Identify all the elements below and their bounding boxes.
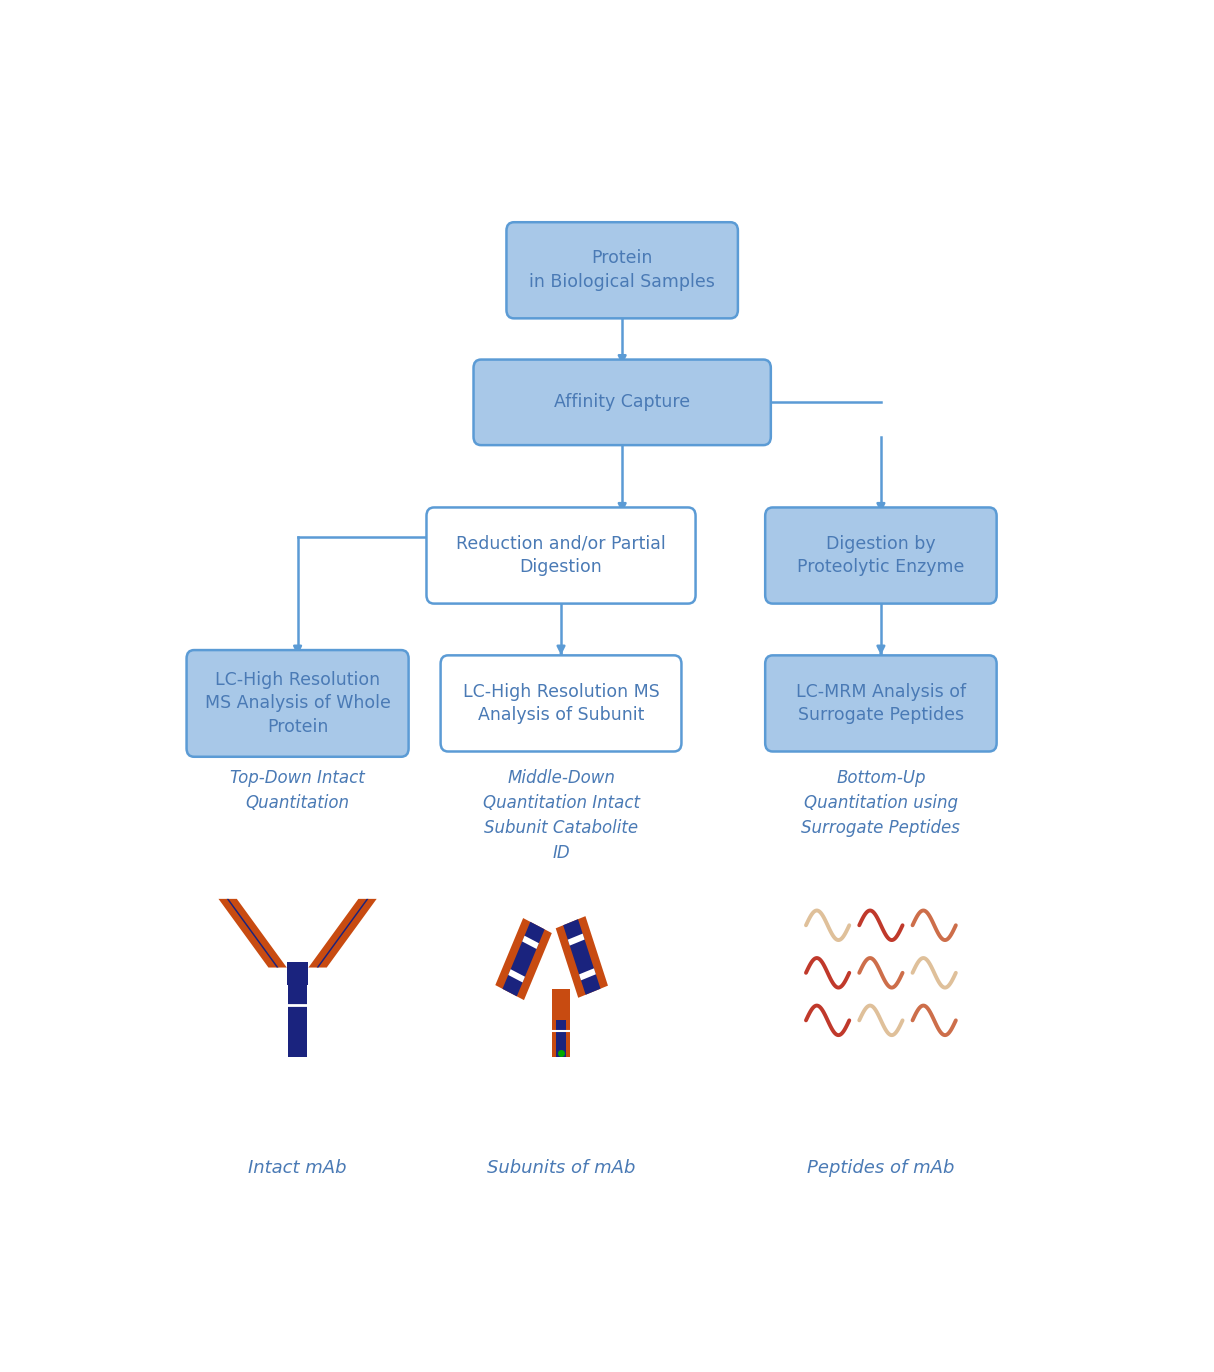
Text: Top-Down Intact
Quantitation: Top-Down Intact Quantitation — [231, 768, 365, 812]
Polygon shape — [495, 918, 552, 1000]
FancyBboxPatch shape — [289, 984, 307, 1058]
Polygon shape — [522, 936, 539, 949]
Polygon shape — [317, 899, 368, 967]
FancyBboxPatch shape — [187, 650, 409, 757]
Polygon shape — [509, 969, 524, 982]
Text: Reduction and/or Partial
Digestion: Reduction and/or Partial Digestion — [456, 535, 666, 576]
FancyBboxPatch shape — [441, 656, 681, 752]
Text: LC-High Resolution
MS Analysis of Whole
Protein: LC-High Resolution MS Analysis of Whole … — [205, 671, 391, 735]
Polygon shape — [219, 899, 287, 967]
Text: Bottom-Up
Quantitation using
Surrogate Peptides: Bottom-Up Quantitation using Surrogate P… — [801, 768, 960, 837]
Text: Intact mAb: Intact mAb — [249, 1159, 347, 1177]
FancyBboxPatch shape — [473, 359, 771, 445]
FancyBboxPatch shape — [765, 508, 997, 604]
Polygon shape — [503, 922, 545, 996]
FancyBboxPatch shape — [426, 508, 696, 604]
FancyBboxPatch shape — [556, 1019, 566, 1058]
Text: Protein
in Biological Samples: Protein in Biological Samples — [529, 250, 715, 291]
FancyBboxPatch shape — [287, 962, 308, 985]
Text: Subunits of mAb: Subunits of mAb — [487, 1159, 635, 1177]
Text: Affinity Capture: Affinity Capture — [554, 394, 691, 412]
Text: LC-High Resolution MS
Analysis of Subunit: LC-High Resolution MS Analysis of Subuni… — [463, 683, 659, 724]
Polygon shape — [563, 919, 601, 995]
FancyBboxPatch shape — [552, 989, 571, 1058]
Polygon shape — [568, 933, 585, 945]
Polygon shape — [579, 969, 596, 981]
Text: Peptides of mAb: Peptides of mAb — [807, 1159, 954, 1177]
Polygon shape — [556, 916, 608, 997]
Polygon shape — [227, 899, 278, 967]
FancyBboxPatch shape — [765, 656, 997, 752]
Text: LC-MRM Analysis of
Surrogate Peptides: LC-MRM Analysis of Surrogate Peptides — [796, 683, 966, 724]
FancyBboxPatch shape — [506, 222, 738, 318]
Text: Middle-Down
Quantitation Intact
Subunit Catabolite
ID: Middle-Down Quantitation Intact Subunit … — [482, 768, 640, 862]
Text: Digestion by
Proteolytic Enzyme: Digestion by Proteolytic Enzyme — [798, 535, 965, 576]
Polygon shape — [308, 899, 376, 967]
